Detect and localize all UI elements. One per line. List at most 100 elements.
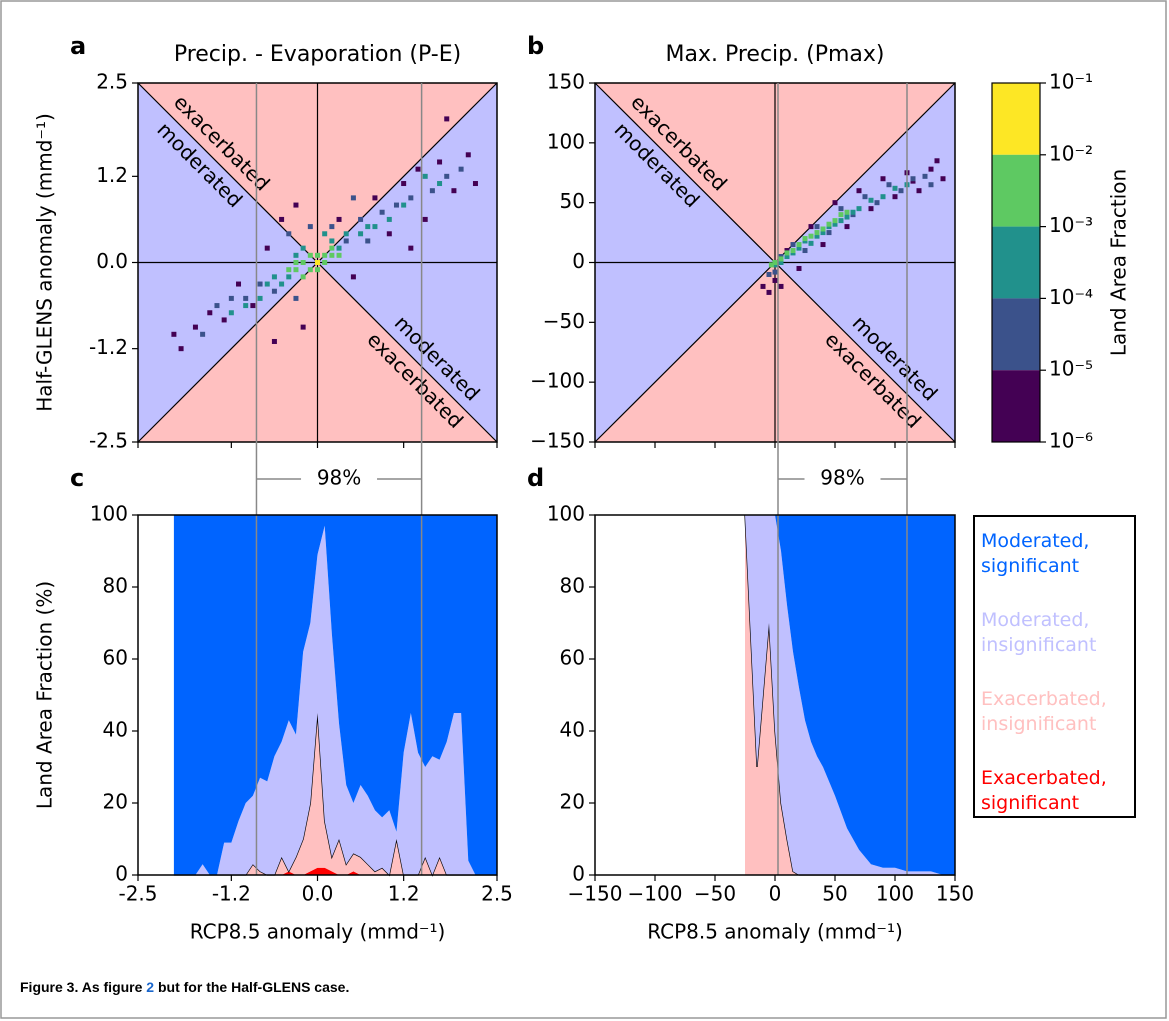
density-cell	[814, 230, 820, 236]
percentile-label: 98%	[317, 466, 361, 490]
y-tick-label: 40	[560, 718, 585, 742]
density-cell	[880, 194, 886, 200]
density-cell	[862, 194, 868, 200]
colorbar-label: Land Area Fraction	[1107, 169, 1131, 356]
density-cell	[820, 242, 826, 248]
density-cell	[286, 267, 292, 273]
density-cell	[796, 245, 802, 251]
density-cell	[329, 252, 335, 258]
density-cell	[874, 200, 880, 206]
density-cell	[850, 209, 856, 215]
density-cell	[856, 206, 862, 212]
density-cell	[300, 245, 306, 251]
density-cell	[832, 221, 838, 227]
density-cell	[401, 181, 407, 187]
density-cell	[358, 216, 364, 222]
density-cell	[386, 231, 392, 237]
density-cell	[300, 260, 306, 265]
colorbar-tick-label: 10⁻³	[1049, 213, 1093, 237]
colorbar-tick-label: 10⁻⁶	[1049, 429, 1093, 453]
density-cell	[928, 182, 934, 188]
density-cell	[329, 245, 335, 251]
density-cell	[892, 194, 898, 200]
x-tick-label: -1.2	[212, 882, 251, 906]
density-cell	[307, 252, 313, 258]
density-cell	[940, 176, 946, 182]
x-tick-label: 0	[769, 882, 782, 906]
y-tick-label: 0	[572, 249, 585, 273]
density-cell	[264, 281, 270, 287]
colorbar-bin	[992, 83, 1040, 155]
density-cell	[844, 209, 850, 215]
density-cell	[437, 159, 443, 165]
density-cell	[444, 116, 450, 122]
density-cell	[886, 182, 892, 188]
density-cell	[916, 188, 922, 194]
y-tick-label: 20	[560, 790, 585, 814]
density-cell	[293, 202, 299, 208]
x-tick-label: -2.5	[118, 882, 157, 906]
density-cell	[458, 166, 464, 172]
density-cell	[343, 238, 349, 244]
legend-entry: Moderated, insignificant	[981, 609, 1097, 656]
density-cell	[379, 209, 385, 215]
density-cell	[322, 260, 328, 265]
y-axis-label: Half-GLENS anomaly (mmd⁻¹)	[33, 113, 57, 412]
density-cell	[343, 231, 349, 237]
y-tick-label: 100	[90, 502, 128, 526]
density-cell	[796, 265, 802, 271]
density-cell	[300, 274, 306, 280]
density-cell	[386, 216, 392, 222]
x-tick-label: 100	[876, 882, 914, 906]
density-cell	[322, 252, 328, 258]
density-cell	[236, 281, 242, 287]
caption-ref[interactable]: 2	[146, 979, 154, 995]
density-cell	[271, 338, 277, 344]
density-cell	[200, 331, 206, 337]
colorbar-bin	[992, 370, 1040, 442]
caption: Figure 3. As figure 2 but for the Half-G…	[20, 979, 349, 995]
stacked-area	[745, 515, 955, 875]
density-cell	[408, 245, 414, 251]
density-cell	[922, 173, 928, 179]
density-cell	[808, 240, 814, 246]
y-tick-label: 40	[103, 718, 128, 742]
density-cell	[784, 250, 790, 256]
density-cell	[778, 260, 784, 265]
density-cell	[214, 303, 220, 309]
density-cell	[257, 281, 263, 287]
stacked-area	[745, 515, 955, 875]
density-cell	[808, 224, 814, 230]
y-tick-label: -2.5	[89, 429, 128, 453]
y-tick-label: −150	[530, 429, 585, 453]
y-tick-label: 0	[115, 862, 128, 886]
density-cell	[451, 188, 457, 194]
caption-label: Figure 3.	[20, 979, 78, 995]
density-cell	[784, 254, 790, 260]
density-cell	[880, 176, 886, 182]
density-cell	[826, 230, 832, 236]
x-tick-label: 50	[822, 882, 847, 906]
density-cell	[808, 233, 814, 239]
y-tick-label: 100	[547, 129, 585, 153]
density-cell	[243, 303, 249, 309]
density-cell	[279, 281, 285, 287]
density-cell	[171, 331, 177, 337]
density-cell	[250, 303, 256, 309]
y-tick-label: 0.0	[96, 249, 128, 273]
density-cell	[293, 295, 299, 301]
density-cell	[844, 224, 850, 230]
density-cell	[329, 238, 335, 244]
legend-entry: Exacerbated, significant	[981, 767, 1107, 814]
density-cell	[372, 195, 378, 201]
density-cell	[192, 324, 198, 330]
x-tick-label: 0.0	[302, 882, 334, 906]
caption-rest: but for the Half-GLENS case.	[154, 979, 349, 995]
stacked-area	[173, 525, 497, 875]
density-cell	[844, 214, 850, 220]
colorbar-tick-label: 10⁻¹	[1049, 70, 1093, 94]
legend-entry: Moderated, significant	[981, 530, 1090, 577]
colorbar-frame	[991, 82, 1041, 443]
density-cell	[307, 267, 313, 273]
